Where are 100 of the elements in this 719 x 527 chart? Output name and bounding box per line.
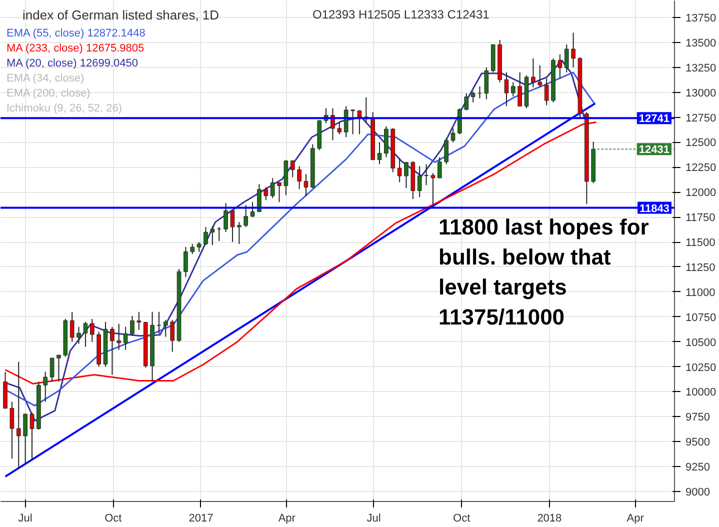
annotation: EMA (200, close) (6, 88, 90, 100)
annotation: 12431 (638, 144, 670, 156)
x-tick-label: 2017 (188, 512, 214, 524)
candlestick (30, 412, 34, 460)
candlestick (344, 106, 348, 138)
annotation: 11800 last hopes for bulls. below that level targets 11375/11000 (438, 214, 650, 330)
x-tick-label: Apr (626, 512, 644, 524)
candlestick (76, 326, 81, 344)
candlestick (450, 128, 456, 143)
candlestick (196, 242, 202, 252)
annotation: Ichimoku (9, 26, 52, 26) (6, 102, 122, 114)
candlestick (216, 226, 222, 242)
candlestick (50, 357, 54, 382)
candlestick (417, 166, 422, 198)
candlestick (16, 361, 21, 470)
candlestick (424, 164, 428, 186)
y-tick-label: 10750 (686, 312, 716, 324)
y-tick-label: 13000 (686, 87, 716, 100)
x-tick-label: 2018 (537, 512, 562, 524)
text: index of German listed shares, 1D (22, 8, 220, 22)
candlestick (304, 174, 308, 197)
candlestick (136, 311, 142, 330)
candlestick (377, 142, 382, 165)
candlestick (264, 186, 268, 201)
candlestick (290, 160, 295, 178)
candlestick (518, 72, 522, 107)
candlestick (470, 90, 476, 103)
candlestick (190, 244, 195, 254)
candlestick (43, 371, 48, 402)
candlestick (277, 182, 282, 203)
candlestick (204, 226, 208, 246)
y-tick-label: 12500 (686, 137, 716, 150)
candlestick (544, 78, 549, 106)
candlestick (430, 172, 436, 206)
y-tick-label: 10000 (686, 386, 716, 399)
text: EMA (55, close) 12872.1448 (6, 28, 146, 40)
x-tick-label: Oct (104, 512, 122, 524)
candlestick (437, 156, 442, 179)
y-tick-label: 12250 (686, 162, 716, 174)
candlestick (531, 58, 536, 88)
x-tick-label: Oct (453, 512, 470, 524)
candlestick (538, 64, 542, 88)
candlestick (123, 326, 128, 350)
candlestick (110, 326, 114, 376)
candlestick (70, 311, 74, 342)
y-tick-label: 11750 (686, 212, 716, 224)
candlestick (250, 202, 255, 218)
ref-line-label: 12741 (638, 113, 670, 126)
candlestick (257, 184, 262, 213)
candlestick (357, 110, 362, 135)
y-tick-label: 13500 (686, 37, 716, 50)
x-tick-label: Jul (18, 512, 32, 524)
candlestick (558, 54, 562, 79)
candlestick (210, 226, 215, 246)
candlestick (564, 44, 569, 73)
y-tick-label: 12000 (686, 187, 716, 200)
candlestick (444, 138, 448, 165)
candlestick (330, 108, 335, 141)
candlestick (571, 32, 576, 68)
candlestick (337, 122, 342, 135)
candlestick (297, 166, 302, 190)
y-tick-label: 11000 (686, 286, 716, 299)
y-tick-label: 13750 (686, 12, 716, 24)
y-tick-label: 9250 (686, 462, 710, 474)
candlestick (244, 204, 248, 228)
y-tick-label: 13250 (686, 62, 716, 74)
y-tick-label: 10250 (686, 362, 716, 374)
text: MA (233, close) 12675.9805 (6, 42, 144, 54)
y-tick-label: 9750 (686, 412, 710, 424)
candlestick (464, 92, 469, 111)
candlestick (224, 202, 228, 233)
text: MA (20, close) 12699.0450 (6, 58, 138, 70)
candlestick (56, 354, 61, 382)
candlestick (184, 246, 188, 278)
candlestick (83, 321, 88, 348)
y-tick-label: 10500 (686, 336, 716, 349)
y-tick-label: 11250 (686, 262, 716, 274)
candlestick (230, 210, 235, 243)
y-tick-label: 9000 (686, 486, 710, 499)
candlestick (484, 66, 489, 100)
candlestick (397, 158, 402, 183)
annotation: EMA (34, close) (6, 72, 84, 84)
candlestick (90, 318, 94, 342)
candlestick (130, 315, 134, 336)
x-tick-label: Jul (366, 512, 381, 524)
ref-line-label: 11843 (640, 202, 670, 215)
candlestick (270, 178, 275, 199)
candlestick (170, 319, 174, 352)
text: O12393 H12505 L12333 C12431 (312, 8, 490, 22)
candlestick (350, 108, 355, 135)
candlestick (156, 311, 162, 334)
candlestick (164, 319, 168, 338)
candlestick (511, 82, 516, 97)
candlestick (10, 401, 14, 460)
candlestick (23, 413, 28, 466)
y-tick-label: 12750 (686, 112, 716, 124)
y-tick-label: 11500 (686, 237, 716, 250)
y-tick-label: 9500 (686, 436, 710, 449)
candlestick (458, 108, 462, 135)
candlestick (404, 162, 408, 189)
